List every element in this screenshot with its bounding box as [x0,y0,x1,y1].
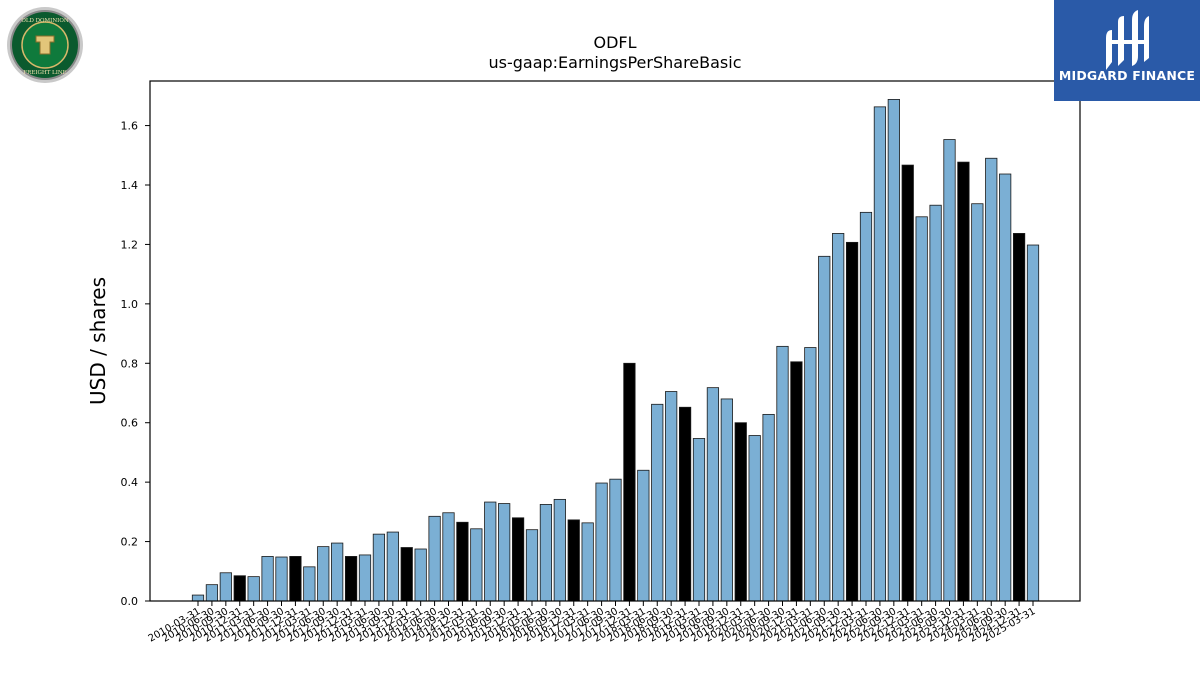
bar-2014-06-30 [428,515,441,602]
bar-2010-03-31 [191,594,205,602]
bar-2017-12-31 [623,362,636,602]
midgard-finance-badge: MIDGARD FINANCE [1054,0,1200,101]
bar-2024-03-31 [971,203,984,602]
bar-2019-03-31 [692,438,706,602]
bar-2011-09-30 [275,556,288,602]
bar-2020-03-31 [748,435,761,602]
old-dominion-logo: OLD DOMINION FREIGHT LINE [6,6,84,84]
bar-2022-09-30 [887,99,900,602]
bar-2019-12-31 [734,422,747,602]
y-tick-label: 1.0 [121,298,139,311]
bar-2023-03-31 [915,216,928,602]
bar-2015-12-31 [511,517,525,602]
bar-2021-12-31 [845,241,859,602]
bar-2024-09-30 [999,173,1012,602]
bar-2010-09-30 [219,572,232,602]
bar-2022-12-31 [901,164,914,602]
bar-2021-03-31 [804,347,817,602]
bar-2022-06-30 [873,106,887,602]
seal-text-bottom: FREIGHT LINE [23,70,66,76]
bar-2011-12-31 [289,556,302,602]
bar-2024-12-31 [1012,233,1026,602]
brand-bg [1054,0,1200,101]
bar-2021-09-30 [832,233,845,602]
bar-2011-06-30 [261,556,274,602]
bar-2015-09-30 [498,503,511,602]
y-tick-label: 1.6 [121,120,139,133]
y-tick-label: 1.4 [121,179,139,192]
bar-2016-03-31 [525,529,539,602]
bar-2014-09-30 [442,512,455,602]
bar-2012-12-31 [344,556,358,602]
bar-2023-09-30 [943,139,956,602]
plot-frame [149,80,1081,602]
bar-2012-09-30 [331,542,344,602]
bar-2015-03-31 [470,528,483,602]
y-tick-label: 0.8 [121,357,139,370]
bar-2014-03-31 [414,548,427,602]
brand-name: MIDGARD FINANCE [1058,68,1196,83]
bar-2017-03-31 [581,522,594,602]
bar-2013-06-30 [372,533,386,602]
y-tick-label: 0.6 [121,417,139,430]
midgard-finance-logo [1054,0,1200,101]
bar-2018-09-30 [665,391,678,602]
y-tick-label: 0.0 [121,595,139,608]
bar-2018-03-31 [637,469,650,602]
bar-2020-09-30 [776,345,789,602]
bar-2018-06-30 [651,403,664,602]
bar-2016-09-30 [553,498,566,602]
bar-2017-09-30 [609,478,622,602]
bar-2010-12-31 [233,575,246,602]
bar-2024-06-30 [985,157,998,602]
bar-2012-03-31 [303,566,316,602]
chart-subtitle: us-gaap:EarningsPerShareBasic [488,53,741,72]
bar-2016-12-31 [567,519,580,602]
bar-2017-06-30 [595,482,608,602]
bar-2012-06-30 [317,546,330,602]
bar-2025-03-31 [1026,244,1040,602]
bar-2010-06-30 [205,584,219,602]
seal-text-top: OLD DOMINION [21,18,69,24]
y-tick-label: 1.2 [121,238,139,251]
bar-2019-06-30 [706,387,720,602]
bar-2013-03-31 [358,554,372,602]
bar-2021-06-30 [818,255,831,602]
bar-2013-09-30 [386,531,399,602]
y-ticks-group: 0.0 0.2 0.4 0.6 0.8 1.0 1.2 1.4 1.6 [121,120,150,608]
bar-2020-06-30 [762,413,775,602]
bar-2014-12-31 [456,521,469,602]
y-tick-label: 0.4 [121,476,139,489]
bar-2016-06-30 [539,504,553,602]
bar-2013-12-31 [400,547,413,602]
y-axis-label: USD / shares [86,277,110,405]
bar-2019-09-30 [720,398,733,602]
bar-2023-12-31 [957,161,970,602]
bar-2015-06-30 [484,501,497,602]
bar-2011-03-31 [247,576,260,602]
bar-2020-12-31 [790,361,803,602]
bars-group [191,99,1040,602]
bar-2023-06-30 [929,204,942,602]
bar-2018-12-31 [678,406,692,602]
y-tick-label: 0.2 [121,536,139,549]
x-ticks-group: 2010-03-312010-06-302010-09-302010-12-31… [147,601,1038,645]
chart-title: ODFL [593,33,636,52]
old-dominion-seal-logo: OLD DOMINION FREIGHT LINE [7,7,83,83]
bar-2022-03-31 [859,211,873,602]
